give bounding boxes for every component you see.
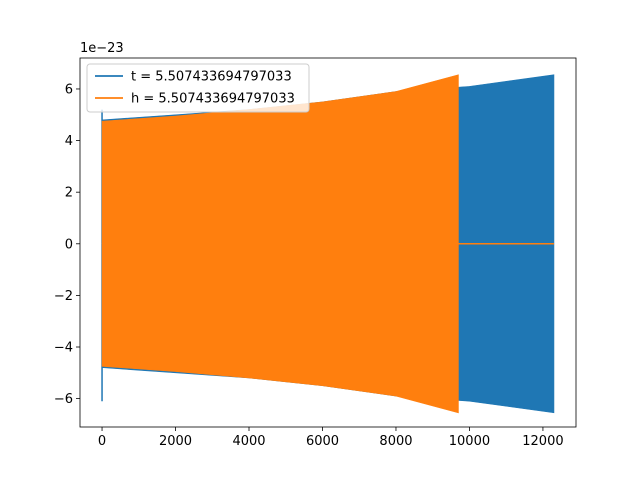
x-tick-label-5: 10000 xyxy=(449,434,490,449)
x-tick-label-3: 6000 xyxy=(306,434,339,449)
legend-label-t: t = 5.507433694797033 xyxy=(131,70,292,85)
y-scale-label: 1e−23 xyxy=(80,41,124,56)
axes: 0 2000 4000 6000 8000 10000 12000 −6 −4 −2 0 2 4 6 xyxy=(54,57,577,449)
x-tick-label-4: 8000 xyxy=(379,434,412,449)
y-tick-label-1: −4 xyxy=(54,341,73,356)
y-tick-label-0: −6 xyxy=(54,392,73,407)
y-tick-label-4: 2 xyxy=(65,186,73,201)
x-tick-label-1: 2000 xyxy=(159,434,192,449)
x-tick-label-0: 0 xyxy=(98,434,106,449)
y-tick-label-3: 0 xyxy=(65,237,73,252)
legend: t = 5.507433694797033 h = 5.507433694797… xyxy=(86,63,310,113)
x-tick-label-2: 4000 xyxy=(232,434,265,449)
y-tick-label-5: 4 xyxy=(65,134,73,149)
axes-frame xyxy=(79,57,577,428)
legend-label-h: h = 5.507433694797033 xyxy=(131,92,295,107)
x-tick-label-6: 12000 xyxy=(522,434,563,449)
y-tick-label-2: −2 xyxy=(54,289,73,304)
y-tick-label-6: 6 xyxy=(65,82,73,97)
legend-box xyxy=(86,63,310,113)
plot-area xyxy=(101,74,555,414)
series-1-band xyxy=(101,74,459,414)
